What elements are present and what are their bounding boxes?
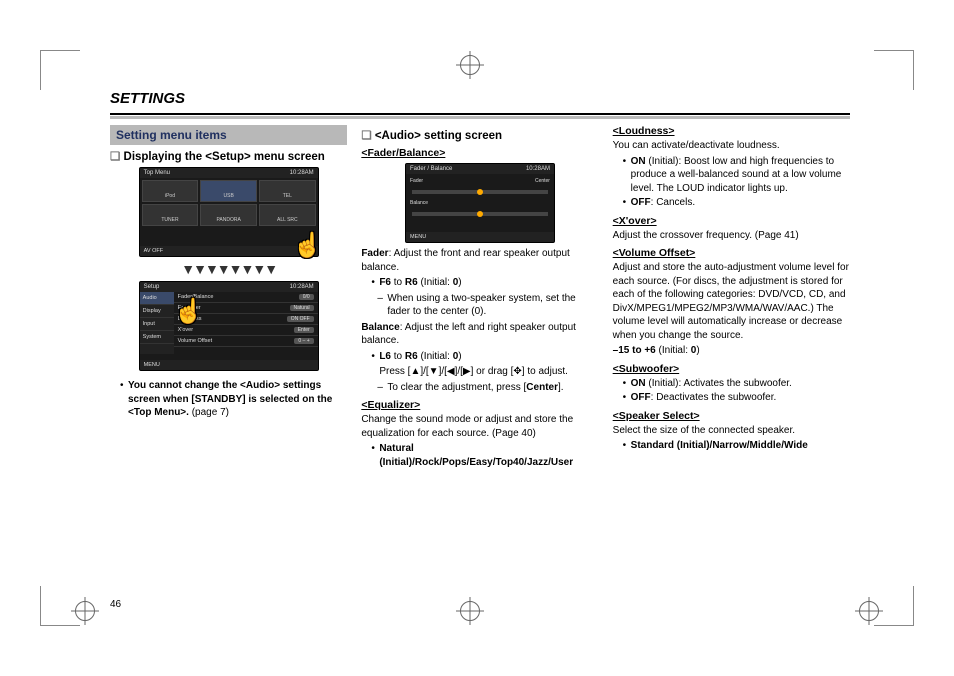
sw-on: ON (Initial): Activates the subwoofer.	[623, 377, 850, 391]
registration-mark	[75, 601, 95, 621]
balance-range: L6 to R6 (Initial: 0)	[371, 350, 598, 364]
ss-label: Center	[535, 178, 550, 184]
fader-note: When using a two-speaker system, set the…	[377, 292, 598, 319]
text: (Initial): Boost low and high frequencie…	[631, 156, 842, 194]
heading-speaker-select: <Speaker Select>	[613, 410, 850, 422]
heading-subwoofer: <Subwoofer>	[613, 363, 850, 375]
heading-equalizer: <Equalizer>	[361, 399, 598, 411]
balance-desc: Balance: Adjust the left and right speak…	[361, 321, 598, 348]
registration-mark	[460, 55, 480, 75]
label-bold: OFF	[631, 197, 651, 208]
page-content: SETTINGS Setting menu items Displaying t…	[110, 90, 850, 610]
heading-xover: <X'over>	[613, 215, 850, 227]
label-bold: ON	[631, 156, 646, 167]
crop-mark	[874, 586, 914, 626]
label-bold: Fader	[361, 248, 388, 259]
title-rule	[110, 113, 850, 119]
ss-row-r: 0/0	[299, 294, 314, 300]
ss-row-r: 0 – +	[294, 338, 313, 344]
label-bold: Natural	[379, 443, 413, 454]
ss-side: System	[140, 331, 174, 344]
text: : Adjust the front and rear speaker outp…	[361, 248, 569, 273]
pointer-hand-icon: ☝	[174, 297, 202, 325]
balance-press: Press [▲]/[▼]/[◀]/[▶] or drag [✥] to adj…	[379, 365, 598, 379]
heading-fader-balance: <Fader/Balance>	[361, 147, 598, 159]
ss-header-left: Fader / Balance	[410, 166, 452, 172]
ss-row-r: Enter	[294, 327, 314, 333]
eq-text: Change the sound mode or adjust and stor…	[361, 413, 598, 440]
crop-mark	[40, 586, 80, 626]
ss-row-l: X'over	[178, 327, 193, 333]
note-ref: (page 7)	[189, 407, 229, 418]
ss-side: Display	[140, 305, 174, 318]
label-bold: Balance	[361, 322, 399, 333]
note-bold: You cannot change the <Audio> settings s…	[128, 380, 332, 418]
column-1: Setting menu items Displaying the <Setup…	[110, 125, 347, 471]
ss-row-r: ON OFF	[287, 316, 314, 322]
ss-label: Fader	[410, 178, 423, 184]
crop-mark	[874, 50, 914, 90]
balance-clear: To clear the adjustment, press [Center].	[377, 381, 598, 395]
fader-range: F6 to R6 (Initial: 0)	[371, 276, 598, 290]
ss-side: Audio	[140, 292, 174, 305]
loud-on: ON (Initial): Boost low and high frequen…	[623, 155, 850, 196]
ss-header-right: 10:28AM	[290, 284, 314, 290]
heading-displaying-setup: Displaying the <Setup> menu screen	[110, 149, 347, 163]
sp-text: Select the size of the connected speaker…	[613, 424, 850, 438]
ss-header-left: Top Menu	[144, 170, 170, 176]
eq-modes: Natural (Initial)/Rock/Pops/Easy/Top40/J…	[371, 442, 598, 469]
ss-footer-left: MENU	[144, 362, 160, 368]
text: (Initial): Activates the subwoofer.	[646, 378, 792, 389]
ss-cell: ALL SRC	[259, 204, 316, 226]
text: (Initial)/Narrow/Middle/Wide	[674, 440, 808, 451]
text: : Cancels.	[651, 197, 695, 208]
fader-desc: Fader: Adjust the front and rear speaker…	[361, 247, 598, 274]
loud-text: You can activate/deactivate loudness.	[613, 139, 850, 153]
ss-footer-left: AV OFF	[144, 248, 163, 254]
arrow-down-icon: ▼▼▼▼▼▼▼▼	[110, 261, 347, 277]
loud-off: OFF: Cancels.	[623, 196, 850, 210]
crop-mark	[40, 50, 80, 90]
ss-header-right: 10:28AM	[290, 170, 314, 176]
label-bold: OFF	[631, 392, 651, 403]
ss-row-l: Volume Offset	[178, 338, 212, 344]
screenshot-fader-balance: Fader / Balance 10:28AM Fader Center Bal…	[405, 163, 555, 243]
sp-options: Standard (Initial)/Narrow/Middle/Wide	[623, 439, 850, 453]
screenshot-setup-audio: Setup 10:28AM Audio Display Input System…	[139, 281, 319, 371]
columns: Setting menu items Displaying the <Setup…	[110, 125, 850, 471]
label-bold: ON	[631, 378, 646, 389]
column-3: <Loudness> You can activate/deactivate l…	[613, 125, 850, 471]
page-number: 46	[110, 599, 121, 610]
xover-text: Adjust the crossover frequency. (Page 41…	[613, 229, 850, 243]
ss-header-right: 10:28AM	[526, 166, 550, 172]
sw-off: OFF: Deactivates the subwoofer.	[623, 391, 850, 405]
registration-mark	[859, 601, 879, 621]
note-standby: You cannot change the <Audio> settings s…	[120, 379, 347, 420]
heading-loudness: <Loudness>	[613, 125, 850, 137]
ss-cell: iPod	[142, 180, 199, 202]
label-bold: Standard	[631, 440, 674, 451]
pointer-hand-icon: ☝	[293, 231, 321, 259]
ss-cell: USB	[200, 180, 257, 202]
vo-text: Adjust and store the auto-adjustment vol…	[613, 261, 850, 342]
heading-volume-offset: <Volume Offset>	[613, 247, 850, 259]
vo-range: –15 to +6 (Initial: 0)	[613, 344, 850, 358]
ss-header-left: Setup	[144, 284, 160, 290]
ss-cell: TUNER	[142, 204, 199, 226]
ss-row-r: Natural	[290, 305, 314, 311]
screenshot-top-menu: Top Menu 10:28AM iPod USB TEL TUNER PAND…	[139, 167, 319, 257]
text: : Deactivates the subwoofer.	[651, 392, 777, 403]
ss-label: Balance	[410, 200, 550, 206]
ss-side: Input	[140, 318, 174, 331]
subsection-bar: Setting menu items	[110, 125, 347, 145]
heading-audio-setting: <Audio> setting screen	[361, 128, 598, 142]
label-bold: (Initial)/Rock/Pops/Easy/Top40/Jazz/User	[379, 457, 573, 468]
column-2: <Audio> setting screen <Fader/Balance> F…	[361, 125, 598, 471]
section-title: SETTINGS	[110, 90, 850, 109]
ss-cell: PANDORA	[200, 204, 257, 226]
ss-cell: TEL	[259, 180, 316, 202]
label-bold: –15 to +6	[613, 345, 656, 356]
